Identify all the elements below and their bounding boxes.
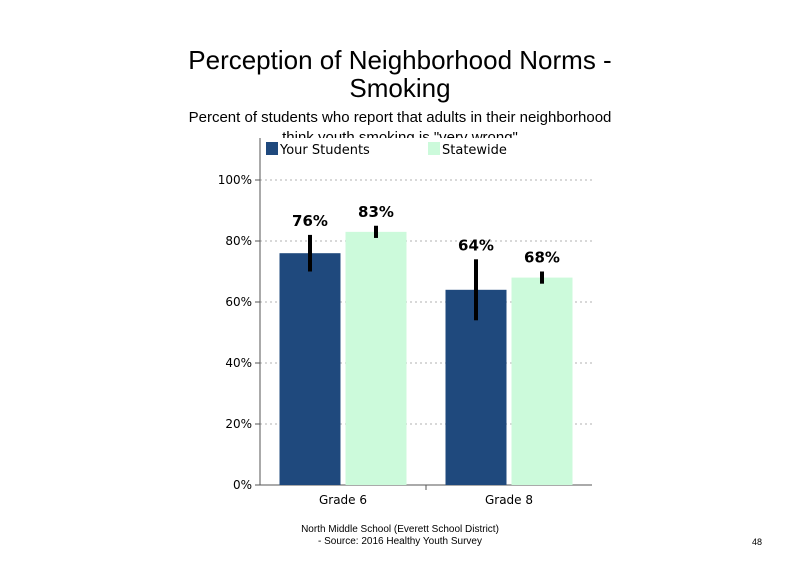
y-tick-label: 80%: [225, 234, 252, 248]
data-label: 68%: [524, 249, 560, 267]
y-tick-label: 60%: [225, 295, 252, 309]
legend-swatch: [266, 142, 278, 155]
x-tick-label: Grade 8: [485, 493, 533, 507]
page-number: 48: [752, 537, 763, 547]
legend-swatch: [428, 142, 440, 155]
footer-source: - Source: 2016 Healthy Youth Survey: [318, 536, 482, 547]
y-tick-label: 100%: [218, 173, 252, 187]
data-label: 83%: [358, 203, 394, 221]
y-tick-label: 0%: [233, 478, 252, 492]
bar: [345, 231, 407, 485]
bar: [279, 253, 341, 485]
x-tick-label: Grade 6: [319, 493, 367, 507]
y-tick-label: 40%: [225, 356, 252, 370]
chart-title-line-1: Perception of Neighborhood Norms -: [188, 45, 612, 75]
bar: [445, 289, 507, 485]
chart-subtitle-line-1: Percent of students who report that adul…: [188, 109, 612, 126]
chart-subtitle: Percent of students who report that adul…: [150, 108, 650, 138]
bar: [511, 277, 573, 485]
data-label: 64%: [458, 236, 494, 254]
source-footer: North Middle School (Everett School Dist…: [240, 524, 560, 548]
chart-title-line-2: Smoking: [349, 73, 451, 103]
data-label: 76%: [292, 212, 328, 230]
footer-school: North Middle School (Everett School Dist…: [301, 524, 499, 535]
chart-title: Perception of Neighborhood Norms - Smoki…: [160, 46, 640, 102]
legend-label: Statewide: [442, 143, 507, 158]
legend-label: Your Students: [279, 143, 370, 158]
y-tick-label: 20%: [225, 417, 252, 431]
chart-subtitle-line-2: think youth smoking is "very wrong": [282, 129, 518, 138]
